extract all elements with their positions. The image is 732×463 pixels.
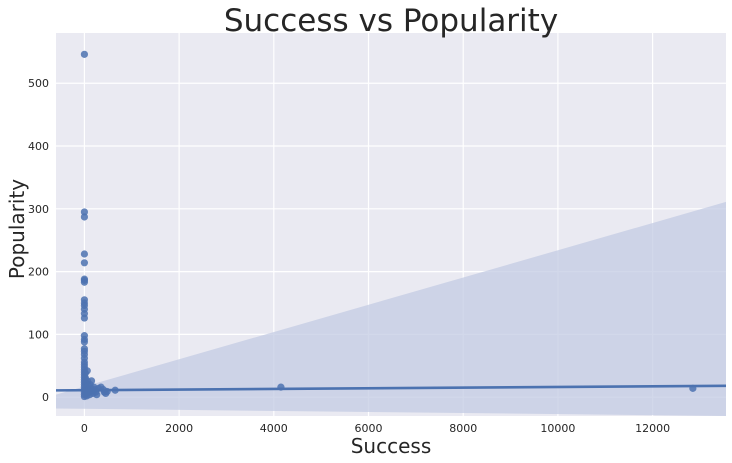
y-tick-label: 400 (28, 140, 49, 153)
chart-title: Success vs Popularity (224, 3, 558, 39)
y-tick-label: 500 (28, 77, 49, 90)
data-point (80, 213, 89, 221)
y-tick-label: 100 (28, 328, 49, 341)
regression-line-group (55, 384, 727, 392)
regression-line (55, 384, 727, 392)
data-point (80, 278, 89, 286)
data-point (80, 259, 89, 267)
y-tick-label: 0 (42, 391, 49, 404)
data-point (87, 377, 96, 385)
data-point (93, 391, 101, 399)
data-point (80, 250, 89, 258)
data-point (83, 367, 91, 375)
data-point (80, 208, 89, 216)
x-tick-labels: 0 2000 4000 6000 8000 10000 12000 (81, 422, 670, 435)
x-axis-label: Success (351, 434, 432, 458)
confidence-band-area (56, 201, 726, 416)
x-tick-label: 10000 (540, 422, 575, 435)
y-axis-label: Popularity (5, 179, 29, 279)
confidence-band (56, 201, 726, 416)
x-tick-label: 8000 (449, 422, 477, 435)
x-tick-label: 4000 (260, 422, 288, 435)
data-point (80, 314, 89, 322)
y-tick-labels: 0 100 200 300 400 500 (28, 77, 49, 404)
data-point (80, 50, 89, 58)
data-point (80, 338, 89, 346)
x-tick-label: 2000 (165, 422, 193, 435)
y-tick-label: 300 (28, 203, 49, 216)
y-tick-label: 200 (28, 266, 49, 279)
x-tick-label: 6000 (355, 422, 383, 435)
x-tick-label: 12000 (635, 422, 670, 435)
x-tick-label: 0 (81, 422, 88, 435)
